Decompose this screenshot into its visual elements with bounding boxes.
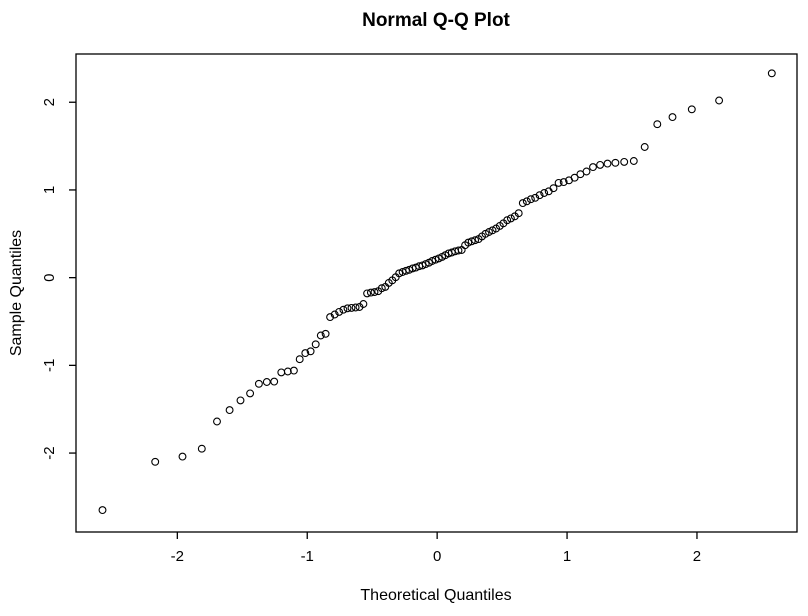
data-point [522, 197, 531, 206]
data-point [582, 167, 591, 176]
data-point [343, 304, 352, 313]
data-point [640, 143, 649, 151]
y-axis: -2 -1 0 1 2 [41, 98, 76, 460]
data-point [603, 159, 612, 168]
data-point [178, 452, 187, 461]
data-point [283, 367, 292, 376]
data-point [549, 184, 558, 193]
data-point [321, 329, 330, 338]
data-point [767, 69, 776, 78]
x-tick-label: 1 [563, 548, 571, 565]
y-tick-label: 2 [41, 98, 58, 106]
data-point [246, 389, 255, 398]
data-point [596, 160, 605, 169]
data-point [464, 238, 473, 247]
data-point [518, 199, 527, 208]
data-point [301, 349, 310, 358]
data-point [197, 444, 206, 453]
data-point [335, 307, 344, 316]
data-point [277, 368, 286, 377]
data-point [151, 457, 160, 466]
data-point [620, 157, 629, 166]
data-point [262, 378, 271, 386]
x-tick-label: -2 [171, 548, 184, 565]
y-tick-label: -1 [41, 359, 58, 372]
data-point [471, 236, 480, 245]
data-point [339, 305, 348, 314]
data-point [311, 340, 320, 349]
data-point [611, 158, 620, 167]
x-tick-label: 0 [433, 548, 441, 565]
data-point [377, 284, 386, 293]
data-point [559, 178, 568, 187]
data-point [213, 417, 221, 426]
data-point [503, 216, 512, 225]
data-points [98, 69, 776, 515]
data-point [589, 163, 597, 172]
data-point [402, 266, 410, 275]
y-tick-label: -2 [41, 446, 58, 459]
x-tick-label: 2 [693, 548, 701, 565]
data-point [506, 214, 515, 223]
data-point [347, 303, 356, 312]
y-axis-label: Sample Quantiles [8, 230, 25, 356]
data-point [316, 331, 325, 340]
x-tick-label: -1 [301, 548, 314, 565]
data-point [467, 237, 476, 246]
data-point [540, 189, 549, 197]
plot-box [75, 53, 798, 533]
data-point [254, 379, 263, 388]
data-point [306, 347, 315, 356]
data-point [236, 396, 245, 405]
y-tick-label: 1 [41, 186, 58, 194]
data-point [653, 120, 662, 129]
data-point [330, 310, 339, 319]
data-point [295, 355, 304, 364]
data-point [454, 246, 463, 255]
data-point [715, 96, 724, 105]
data-point [668, 113, 677, 122]
data-point [395, 269, 404, 278]
data-point [554, 178, 563, 187]
data-point [98, 506, 107, 515]
x-axis: -2 -1 0 1 2 [171, 532, 701, 565]
y-tick-label: 0 [41, 273, 58, 281]
x-axis-label: Theoretical Quantiles [360, 587, 511, 604]
data-point [289, 366, 298, 375]
data-point [514, 209, 523, 218]
data-point [270, 377, 279, 386]
data-point [366, 288, 375, 297]
data-point [570, 173, 579, 182]
plot-title: Normal Q-Q Plot [362, 10, 510, 31]
data-point [363, 289, 372, 298]
data-point [629, 157, 638, 165]
data-point [535, 191, 544, 200]
data-point [687, 105, 696, 114]
data-point [370, 288, 379, 297]
data-point [326, 313, 335, 322]
data-point [531, 193, 540, 202]
data-point [225, 406, 234, 415]
data-point [359, 300, 368, 308]
data-point [351, 303, 360, 312]
data-point [526, 195, 535, 204]
